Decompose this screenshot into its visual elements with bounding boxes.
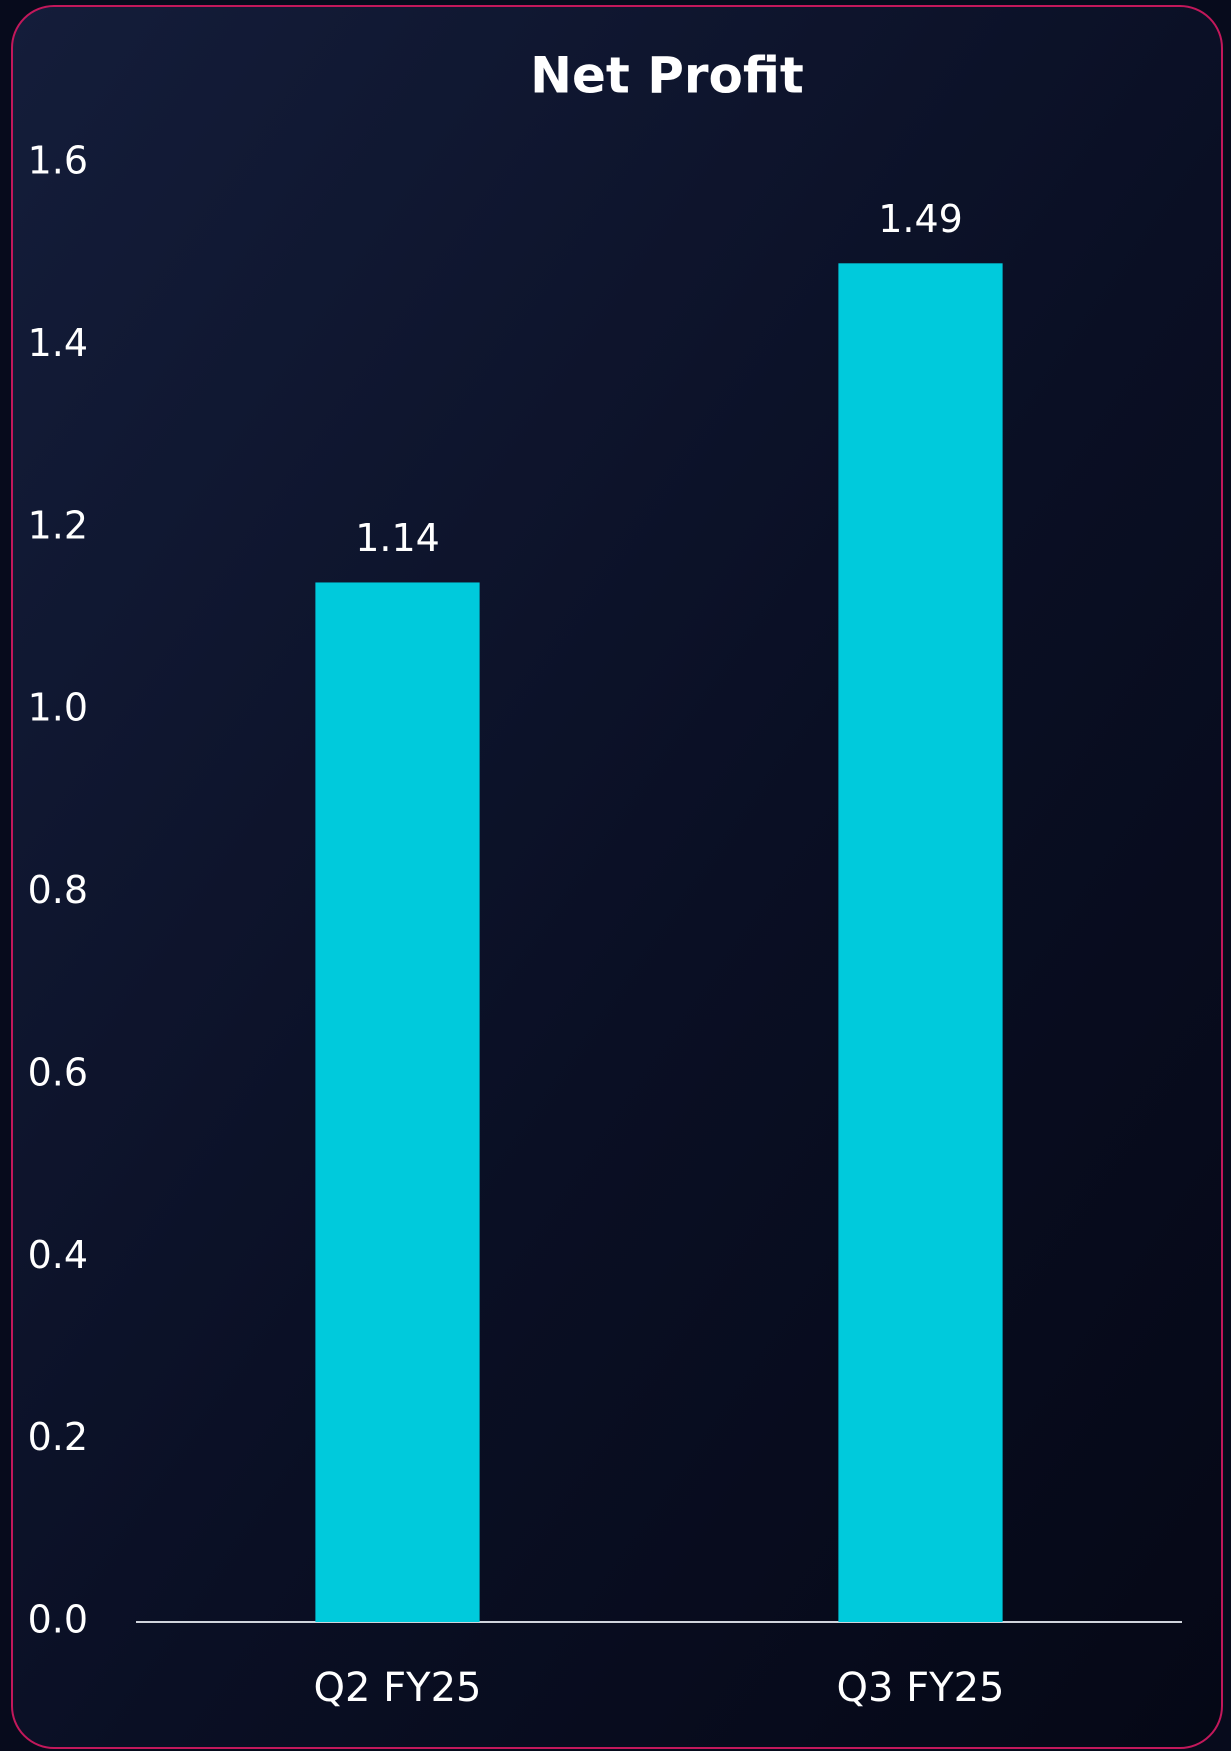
y-tick-label: 0.6	[28, 1050, 88, 1094]
bar	[838, 263, 1003, 1622]
card-frame	[11, 5, 1223, 1749]
y-tick-label: 0.2	[28, 1415, 88, 1459]
y-tick-label: 1.0	[28, 686, 88, 730]
data-label: 1.14	[355, 516, 440, 560]
y-tick-label: 1.4	[28, 321, 88, 365]
y-tick-label: 0.8	[28, 868, 88, 912]
chart-title: Net Profit	[530, 47, 804, 105]
y-tick-label: 1.6	[28, 139, 88, 183]
y-tick-label: 1.2	[28, 503, 88, 547]
y-tick-label: 0.4	[28, 1233, 88, 1277]
x-tick-label: Q3 FY25	[837, 1665, 1005, 1711]
x-tick-label: Q2 FY25	[314, 1665, 482, 1711]
y-tick-label: 0.0	[28, 1598, 88, 1642]
bar	[315, 582, 480, 1622]
data-label: 1.49	[878, 197, 963, 241]
